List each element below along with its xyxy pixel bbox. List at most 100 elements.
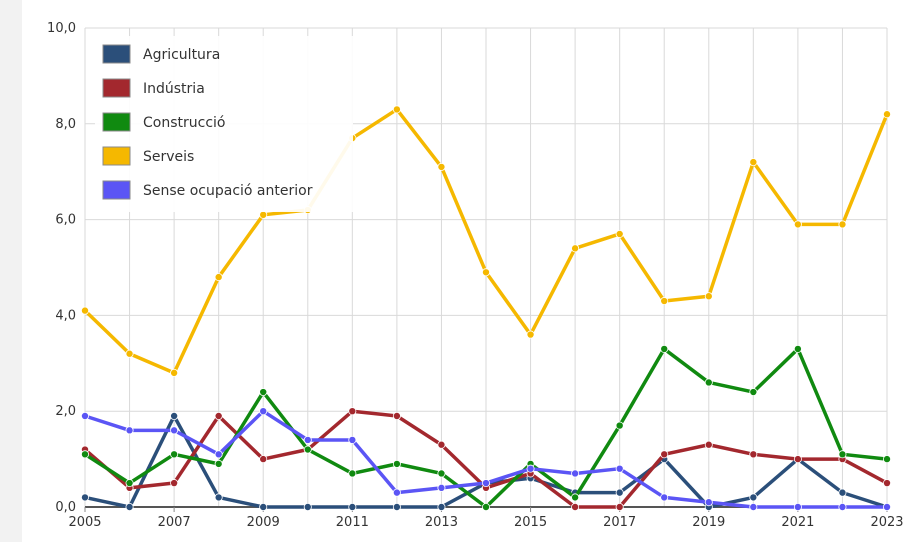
data-point: [348, 469, 357, 478]
data-point: [437, 440, 446, 449]
y-tick-label: 4,0: [55, 308, 76, 323]
data-point: [392, 105, 401, 114]
data-point: [259, 210, 268, 219]
data-point: [883, 110, 892, 119]
data-point: [170, 479, 179, 488]
data-point: [526, 464, 535, 473]
y-tick-label: 10,0: [47, 21, 76, 36]
data-point: [170, 426, 179, 435]
data-point: [259, 502, 268, 511]
data-point: [81, 306, 90, 315]
data-point: [704, 498, 713, 507]
x-tick-label: 2017: [603, 515, 636, 530]
y-tick-label: 0,0: [55, 500, 76, 515]
data-point: [615, 464, 624, 473]
y-tick-label: 8,0: [55, 117, 76, 132]
y-tick-label: 2,0: [55, 404, 76, 419]
data-point: [704, 440, 713, 449]
data-point: [437, 483, 446, 492]
legend-label: Sense ocupació anterior: [143, 183, 313, 199]
series-2: [81, 344, 892, 511]
data-point: [883, 479, 892, 488]
data-point: [660, 450, 669, 459]
legend-swatch: [102, 146, 131, 166]
legend-box: [95, 36, 353, 212]
legend-label: Serveis: [143, 149, 194, 165]
y-axis: 0,0 2,0 4,0 6,0 8,0 10,0: [47, 21, 76, 515]
x-tick-label: 2015: [514, 515, 547, 530]
data-point: [749, 450, 758, 459]
data-point: [526, 330, 535, 339]
data-point: [303, 445, 312, 454]
data-point: [125, 479, 134, 488]
legend-swatch: [102, 180, 131, 200]
data-point: [392, 502, 401, 511]
data-point: [615, 488, 624, 497]
data-point: [838, 220, 847, 229]
data-point: [348, 407, 357, 416]
data-point: [259, 407, 268, 416]
series-4: [81, 407, 892, 511]
data-point: [571, 469, 580, 478]
data-point: [392, 488, 401, 497]
y-tick-label: 6,0: [55, 213, 76, 228]
legend-label: Agricultura: [143, 47, 220, 63]
data-point: [214, 273, 223, 282]
data-point: [125, 426, 134, 435]
x-tick-label: 2011: [336, 515, 369, 530]
data-point: [749, 388, 758, 397]
x-tick-label: 2013: [425, 515, 458, 530]
data-point: [481, 502, 490, 511]
data-point: [749, 493, 758, 502]
data-point: [704, 378, 713, 387]
x-tick-label: 2009: [247, 515, 280, 530]
data-point: [303, 502, 312, 511]
x-tick-label: 2007: [158, 515, 191, 530]
legend-label: Construcció: [143, 115, 225, 131]
data-point: [571, 502, 580, 511]
x-tick-label: 2023: [870, 515, 903, 530]
data-point: [481, 479, 490, 488]
data-point: [615, 502, 624, 511]
data-point: [125, 502, 134, 511]
data-point: [704, 292, 713, 301]
data-point: [170, 368, 179, 377]
data-point: [259, 455, 268, 464]
data-point: [883, 455, 892, 464]
data-point: [437, 162, 446, 171]
legend-swatch: [102, 44, 131, 64]
data-point: [170, 450, 179, 459]
data-point: [214, 450, 223, 459]
data-point: [615, 421, 624, 430]
series-3: [81, 105, 892, 377]
data-point: [259, 388, 268, 397]
data-point: [214, 411, 223, 420]
x-tick-label: 2019: [692, 515, 725, 530]
data-point: [660, 344, 669, 353]
series-layer: [81, 105, 892, 511]
data-point: [793, 220, 802, 229]
data-point: [838, 488, 847, 497]
data-point: [81, 493, 90, 502]
data-point: [214, 459, 223, 468]
x-tick-label: 2021: [781, 515, 814, 530]
legend-swatch: [102, 78, 131, 98]
data-point: [749, 158, 758, 167]
legend-swatch: [102, 112, 131, 132]
data-point: [437, 469, 446, 478]
data-point: [214, 493, 223, 502]
data-point: [615, 229, 624, 238]
data-point: [437, 502, 446, 511]
left-margin-strip: [0, 0, 22, 542]
data-point: [660, 493, 669, 502]
x-tick-label: 2005: [68, 515, 101, 530]
data-point: [793, 455, 802, 464]
data-point: [793, 344, 802, 353]
data-point: [660, 297, 669, 306]
data-point: [749, 502, 758, 511]
data-point: [170, 411, 179, 420]
data-point: [571, 244, 580, 253]
data-point: [838, 502, 847, 511]
